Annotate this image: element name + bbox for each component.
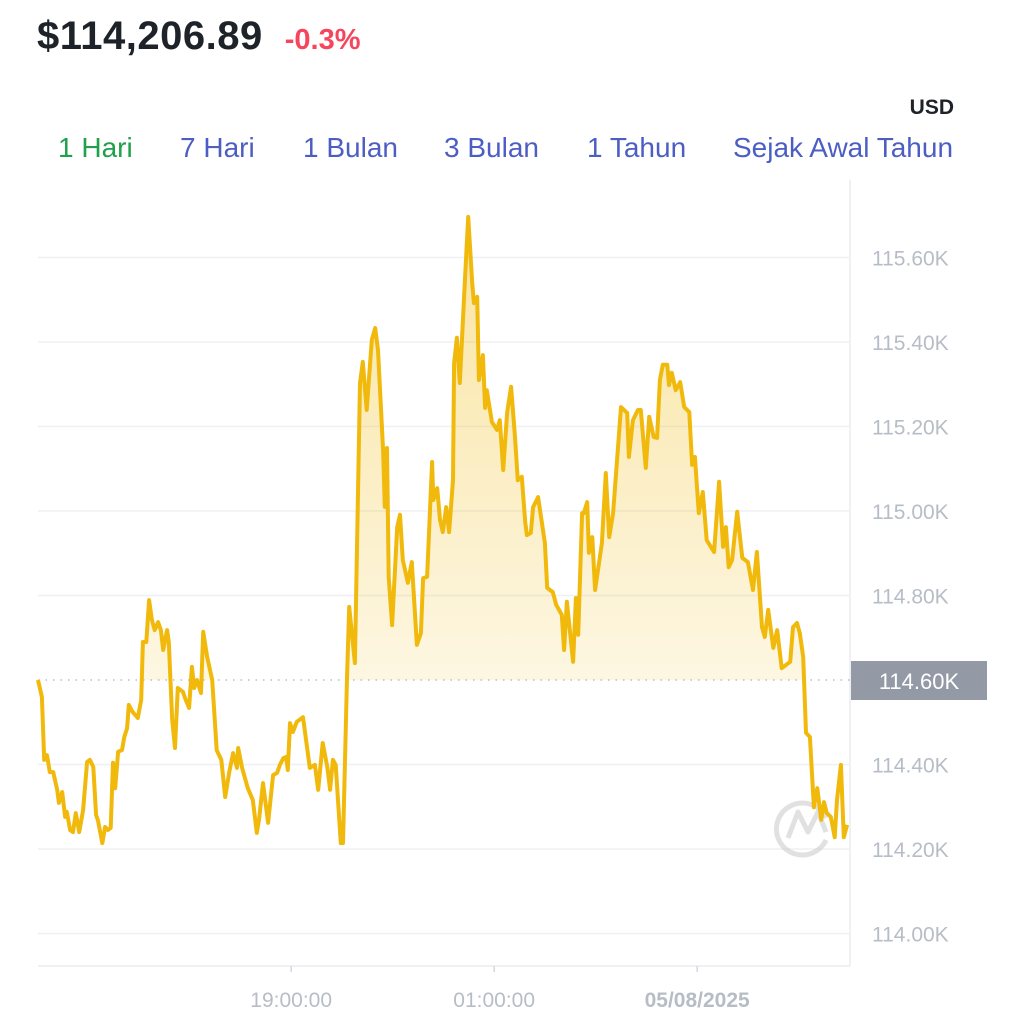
area-fill [38,216,848,680]
tab-3-bulan[interactable]: 3 Bulan [444,132,539,163]
price-header: $114,206.89 -0.3% [37,14,361,59]
current-price: $114,206.89 [37,14,263,58]
x-tick-label: 05/08/2025 [645,989,750,1012]
y-tick-label: 115.40K [872,332,949,355]
currency-label: USD [909,96,954,119]
current-price-tag [851,661,987,700]
y-tick-label: 115.20K [872,417,949,440]
tab-1-tahun[interactable]: 1 Tahun [587,132,687,163]
price-line [36,214,850,846]
x-tick-label: 19:00:00 [250,989,332,1012]
y-tick-label: 115.00K [872,501,949,524]
tab-1-bulan[interactable]: 1 Bulan [303,132,398,163]
y-tick-label: 115.60K [872,248,949,271]
tab-1-hari[interactable]: 1 Hari [58,132,133,163]
y-tick-label: 114.40K [872,755,949,778]
y-tick-label: 114.20K [872,839,949,862]
x-tick-label: 01:00:00 [453,989,535,1012]
y-tick-label: 114.80K [872,586,949,609]
tab-sejak-awal-tahun[interactable]: Sejak Awal Tahun [733,132,954,163]
y-tick-label: 114.00K [872,924,949,947]
current-price-tag-label: 114.60K [879,669,960,694]
price-change-percent: -0.3% [284,24,361,56]
tab-7-hari[interactable]: 7 Hari [180,132,255,163]
